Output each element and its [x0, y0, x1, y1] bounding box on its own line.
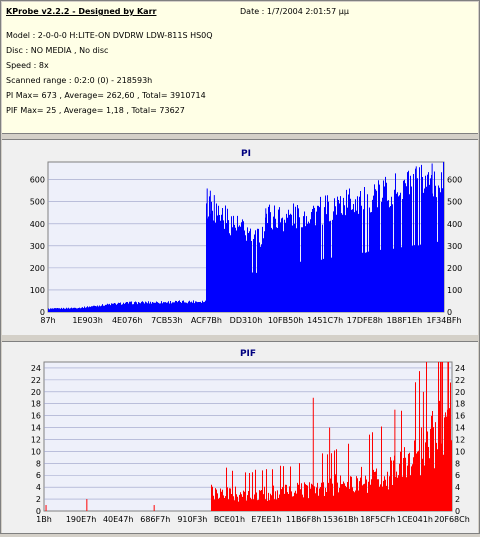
- y-tick-label-left: 600: [30, 176, 45, 185]
- x-tick-label: DD310h: [230, 316, 263, 325]
- y-tick-label-left: 300: [30, 242, 45, 251]
- y-tick-label-right: 20: [455, 388, 465, 397]
- x-tick-label: 910F3h: [177, 515, 207, 524]
- x-tick-label: 190E7h: [66, 515, 96, 524]
- x-tick-label: 1451C7h: [307, 316, 343, 325]
- y-tick-label-right: 8: [455, 459, 460, 468]
- x-tick-label: 1Bh: [36, 515, 52, 524]
- y-tick-label-right: 100: [447, 286, 462, 295]
- y-tick-label-right: 16: [455, 412, 465, 421]
- y-tick-label-left: 16: [31, 412, 41, 421]
- y-tick-label-right: 10: [455, 447, 465, 456]
- x-tick-label: 1E903h: [72, 316, 102, 325]
- scanned-range: Scanned range : 0:2:0 (0) - 218593h: [6, 76, 153, 85]
- y-tick-label-right: 14: [455, 424, 465, 433]
- data-bars: [211, 362, 452, 511]
- pi-chart-panel: PI 0 0 100 100 200 200 300 300 400 400 500 500 600 600…: [2, 139, 478, 335]
- y-tick-label-left: 18: [31, 400, 41, 409]
- app-title: KProbe v2.2.2 - Designed by Karr: [6, 7, 157, 16]
- y-tick-label-left: 0: [40, 308, 45, 317]
- x-tick-label: ACF7Bh: [191, 316, 222, 325]
- scan-date: Date : 1/7/2004 2:01:57 μμ: [240, 7, 349, 16]
- disc-info: Disc : NO MEDIA , No disc: [6, 46, 109, 55]
- x-tick-label: 87h: [40, 316, 55, 325]
- y-tick-label-left: 8: [36, 459, 41, 468]
- pif-chart-panel: PIF 0 0 2 2 4 4 6 6 8 8 10 10 12 12 14 14 16 16 18 18 20 20 22 2…: [2, 341, 478, 533]
- y-tick-label-right: 6: [455, 471, 460, 480]
- y-tick-label-right: 24: [455, 364, 465, 373]
- y-tick-label-right: 600: [447, 176, 462, 185]
- y-tick-label-left: 100: [30, 286, 45, 295]
- pi-chart: PI 0 0 100 100 200 200 300 300 400 400 500 500 600 600…: [30, 149, 463, 325]
- chart-title: PI: [241, 149, 251, 159]
- y-tick-label-left: 12: [31, 435, 41, 444]
- data-bars: [48, 162, 444, 312]
- x-tick-label: 40E47h: [103, 515, 133, 524]
- x-tick-label: E7EE1h: [251, 515, 281, 524]
- y-tick-label-right: 400: [447, 220, 462, 229]
- x-tick-label: 1F34BFh: [426, 316, 461, 325]
- y-tick-label-left: 4: [36, 483, 41, 492]
- x-tick-label: 18F5CFh: [360, 515, 395, 524]
- y-tick-label-left: 0: [36, 507, 41, 516]
- y-tick-label-left: 2: [36, 495, 41, 504]
- x-tick-label: 15361Bh: [323, 515, 359, 524]
- chart-title: PIF: [240, 349, 256, 359]
- y-tick-label-left: 20: [31, 388, 41, 397]
- x-tick-label: 1B8F1Eh: [387, 316, 422, 325]
- y-tick-label-left: 200: [30, 264, 45, 273]
- x-tick-label: 1CE041h: [397, 515, 433, 524]
- y-tick-label-right: 22: [455, 376, 465, 385]
- y-tick-label-left: 22: [31, 376, 41, 385]
- x-tick-label: BCE01h: [214, 515, 245, 524]
- y-tick-label-right: 0: [455, 507, 460, 516]
- drive-model: Model : 2-0-0-0 H:LITE-ON DVDRW LDW-811S…: [6, 31, 213, 40]
- y-tick-label-left: 500: [30, 198, 45, 207]
- y-tick-label-right: 2: [455, 495, 460, 504]
- info-panel: KProbe v2.2.2 - Designed by Karr Date : …: [2, 2, 478, 134]
- x-tick-label: 10FB50h: [268, 316, 304, 325]
- y-tick-label-right: 18: [455, 400, 465, 409]
- x-tick-label: 11B6F8h: [286, 515, 322, 524]
- y-tick-label-left: 14: [31, 424, 41, 433]
- y-tick-label-right: 0: [447, 308, 452, 317]
- pi-summary: PI Max= 673 , Average= 262,60 , Total= 3…: [6, 91, 206, 100]
- pif-summary: PIF Max= 25 , Average= 1,18 , Total= 736…: [6, 106, 185, 115]
- y-tick-label-right: 200: [447, 264, 462, 273]
- x-tick-label: 4E076h: [112, 316, 142, 325]
- speed-info: Speed : 8x: [6, 61, 49, 70]
- x-tick-label: 17DFE8h: [347, 316, 383, 325]
- y-tick-label-left: 400: [30, 220, 45, 229]
- y-tick-label-left: 6: [36, 471, 41, 480]
- y-tick-label-right: 4: [455, 483, 460, 492]
- y-tick-label-left: 24: [31, 364, 41, 373]
- y-tick-label-right: 12: [455, 435, 465, 444]
- y-tick-label-right: 500: [447, 198, 462, 207]
- x-tick-label: 7CB53h: [151, 316, 182, 325]
- x-tick-label: 686F7h: [140, 515, 170, 524]
- x-tick-label: 20F68Ch: [434, 515, 470, 524]
- y-tick-label-left: 10: [31, 447, 41, 456]
- y-tick-label-right: 300: [447, 242, 462, 251]
